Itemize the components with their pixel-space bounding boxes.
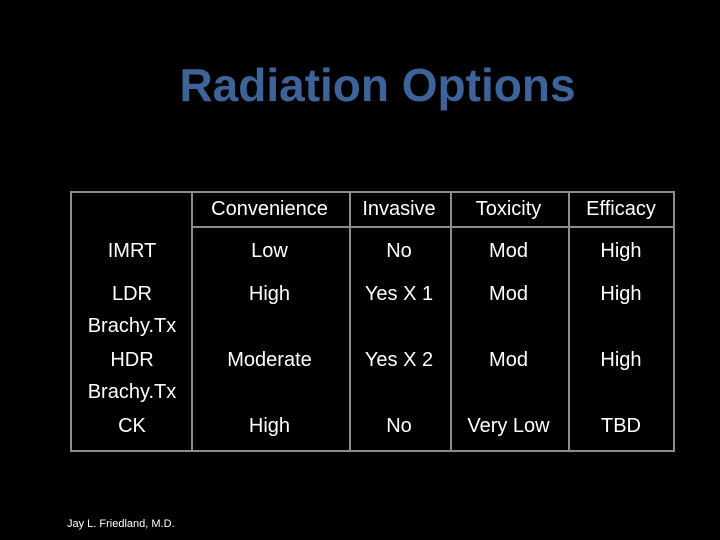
column-divider [191, 193, 193, 450]
table-cell: Moderate [227, 349, 312, 371]
table-cell: Mod [489, 240, 528, 262]
table-cell: No [386, 415, 412, 437]
header-divider [191, 226, 673, 228]
table-cell: High [600, 283, 642, 305]
slide-title: Radiation Options [179, 59, 576, 111]
column-divider [349, 193, 351, 450]
row-label-line: HDR [110, 349, 154, 371]
table-cell: Mod [489, 349, 528, 371]
table-cell: No [386, 240, 412, 262]
row-label: LDR Brachy.Tx [70, 278, 194, 342]
column-divider [568, 193, 570, 450]
table-cell: Very Low [467, 415, 550, 437]
table-cell: TBD [601, 415, 641, 437]
row-label: HDR Brachy.Tx [70, 344, 194, 408]
row-label-line: CK [118, 415, 146, 437]
column-header: Efficacy [586, 198, 656, 220]
table-cell: Mod [489, 283, 528, 305]
table-cell: High [248, 415, 291, 437]
table-cell: High [600, 240, 642, 262]
row-label-line: LDR [111, 283, 152, 305]
row-label-line: IMRT [107, 240, 157, 262]
table-cell: High [248, 283, 291, 305]
row-label: CK [70, 410, 194, 442]
column-header: Convenience [211, 198, 328, 220]
column-header: Toxicity [475, 198, 542, 220]
table-cell: Yes X 2 [364, 349, 434, 371]
column-divider [450, 193, 452, 450]
table-cell: Low [251, 240, 288, 262]
author-credit: Jay L. Friedland, M.D. [67, 518, 175, 530]
table-cell: Yes X 1 [364, 283, 434, 305]
column-header: Invasive [362, 198, 436, 220]
table-frame [70, 191, 675, 452]
row-label: IMRT [70, 235, 194, 267]
table-cell: High [600, 349, 642, 371]
row-label-line: Brachy.Tx [87, 315, 177, 337]
row-label-line: Brachy.Tx [87, 381, 177, 403]
